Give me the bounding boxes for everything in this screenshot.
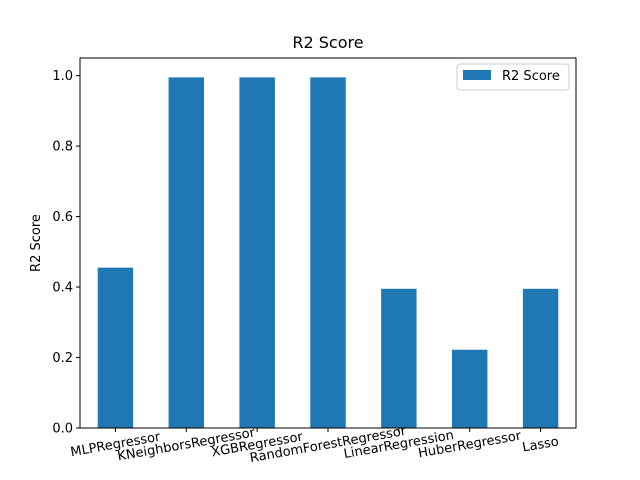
y-ticks-group: 0.0 0.2 0.4 0.6 0.8 1.0	[52, 69, 80, 437]
bar-HuberRegressor	[452, 349, 488, 428]
y-tick-label: 0.0	[52, 422, 73, 437]
y-tick-label: 1.0	[52, 69, 73, 84]
axes-frame	[79, 57, 577, 429]
y-tick-label: 0.6	[52, 210, 73, 225]
legend: R2 Score	[456, 63, 570, 91]
x-tick-label: Lasso	[521, 434, 560, 455]
y-tick-label: 0.2	[52, 351, 73, 366]
y-axis-label: R2 Score	[29, 214, 44, 272]
legend-label: R2 Score	[502, 69, 560, 84]
bar-Lasso	[522, 288, 559, 428]
bar-KNeighborsRegressor	[168, 77, 204, 428]
bar-XGBRegressor	[239, 77, 275, 428]
chart-title: R2 Score	[292, 33, 363, 52]
bar-RandomForestRegressor	[310, 77, 346, 428]
y-tick-label: 0.4	[52, 281, 73, 296]
bar-LinearRegression	[381, 288, 417, 428]
bars-group	[97, 77, 559, 428]
bar-MLPRegressor	[97, 267, 134, 428]
y-tick-label: 0.8	[52, 140, 73, 155]
legend-swatch	[463, 70, 491, 80]
